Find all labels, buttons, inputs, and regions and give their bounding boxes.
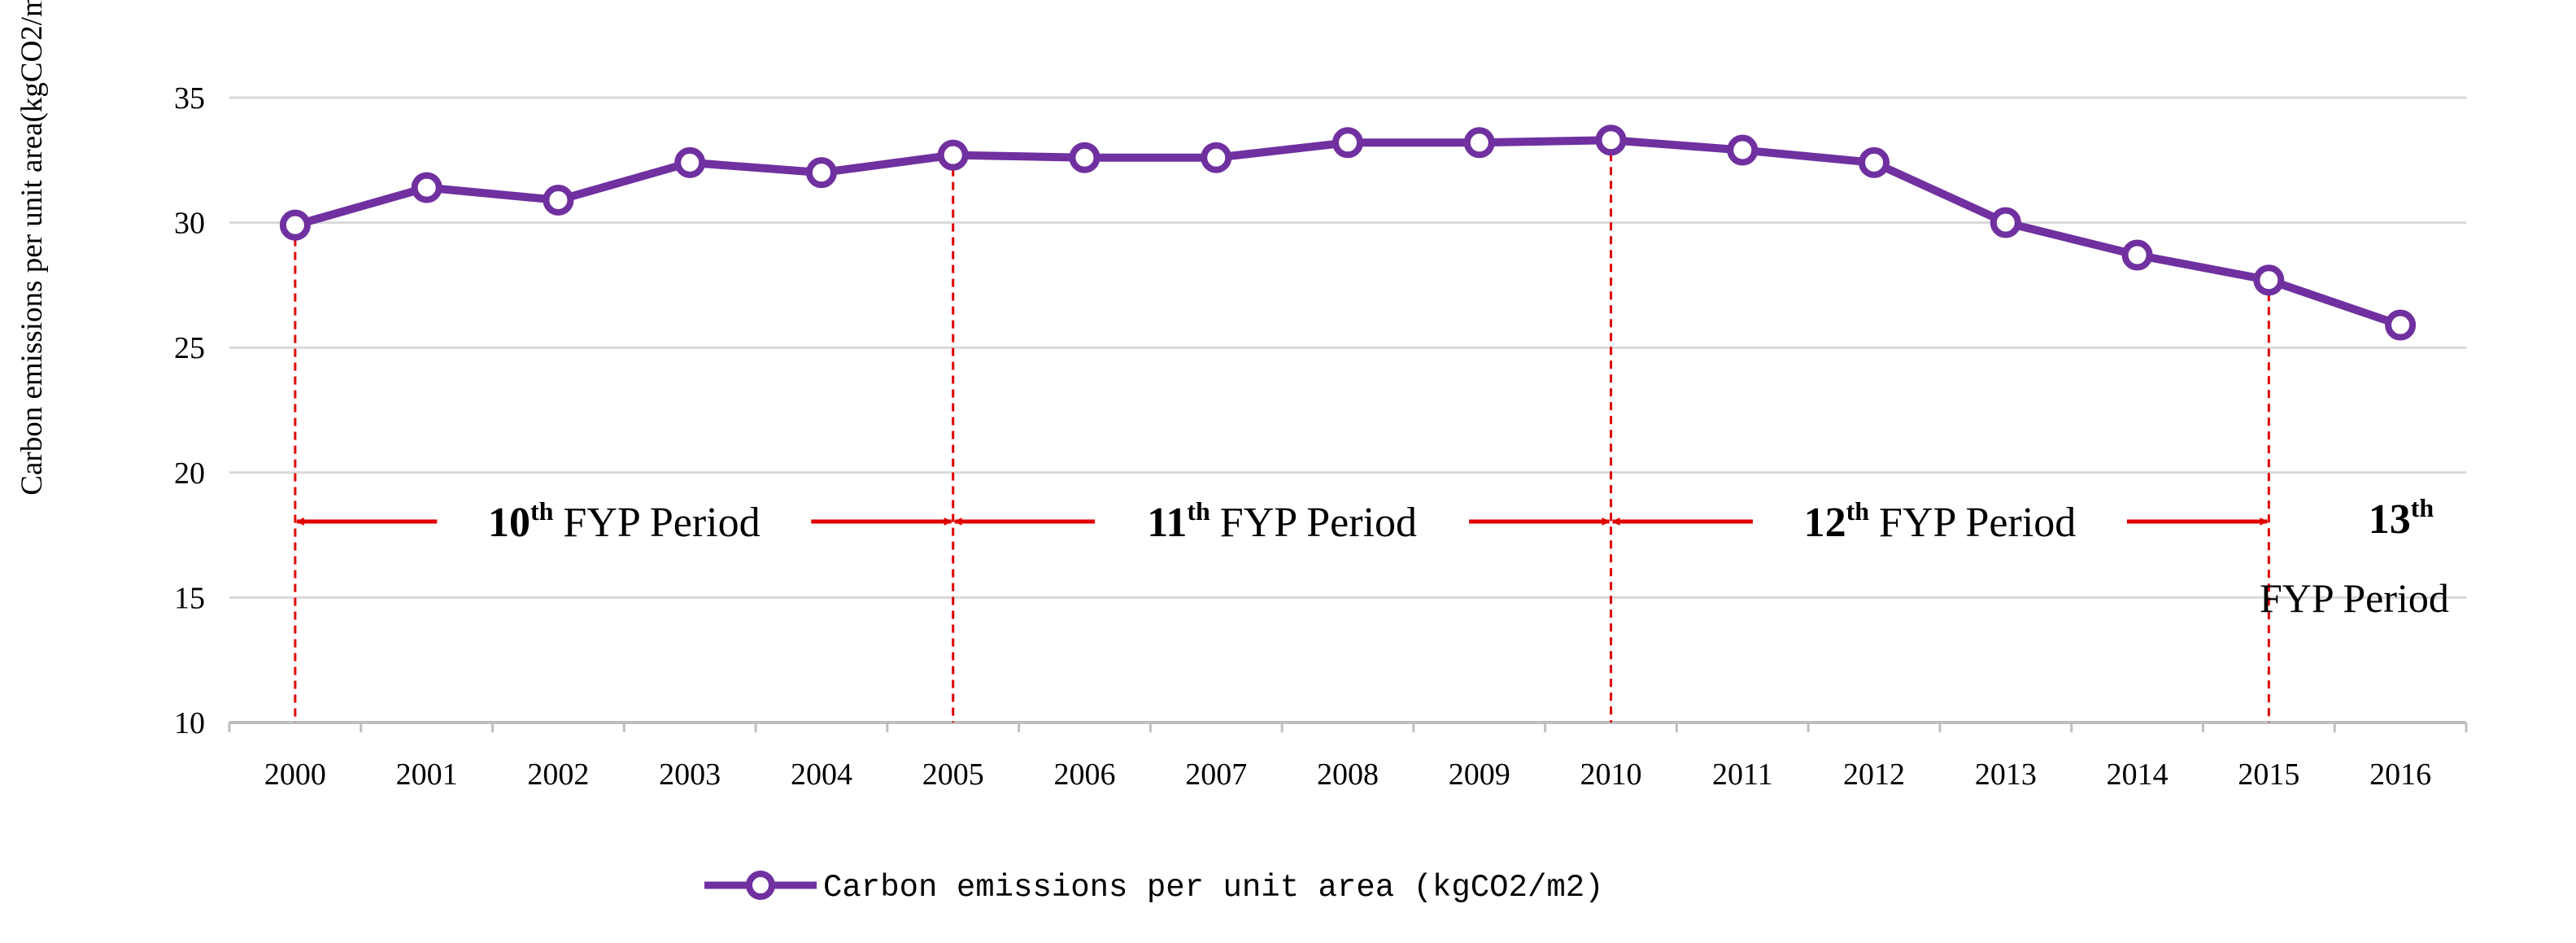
period-number: 10 — [488, 500, 530, 546]
period-label: 11th FYP Period — [1147, 496, 1417, 546]
x-tick-label: 2004 — [791, 757, 852, 792]
x-tick-label: 2016 — [2369, 757, 2431, 792]
data-point — [1990, 207, 2021, 238]
period-label: 13th — [2369, 493, 2434, 543]
period-number: 13 — [2369, 496, 2411, 543]
legend-marker-swatch — [746, 871, 775, 900]
y-tick-label: 20 — [174, 456, 205, 491]
period-suffix: th — [2411, 493, 2434, 522]
y-axis-ticks: 10 15 20 25 30 35 — [174, 81, 205, 740]
data-point — [543, 184, 574, 216]
x-tick-label: 2005 — [922, 757, 984, 792]
y-tick-label: 15 — [174, 581, 205, 615]
period-suffix: th — [530, 496, 554, 526]
period-label: 12th FYP Period — [1804, 496, 2077, 546]
x-tick-label: 2007 — [1185, 757, 1247, 792]
period-annotations: 10th FYP Period 11th FYP Period 12th FYP Peri… — [488, 493, 2449, 621]
period-text: FYP Period — [1220, 500, 1417, 546]
legend: Carbon emissions per unit area (kgCO2/m2… — [704, 870, 1604, 906]
period-text: FYP Period — [1879, 500, 2076, 546]
x-tick-label: 2011 — [1712, 757, 1773, 792]
x-tick-label: 2009 — [1449, 757, 1510, 792]
data-point — [1595, 124, 1627, 156]
period-suffix: th — [1187, 496, 1210, 526]
x-axis-ticks: 2000 2001 2002 2003 2004 2005 2006 2007 2008 2009… — [228, 723, 2468, 792]
data-point — [674, 146, 706, 178]
data-point — [805, 157, 837, 189]
period-dividers — [294, 153, 2270, 723]
y-tick-label: 25 — [174, 331, 205, 365]
period-text: FYP Period — [2260, 575, 2449, 621]
data-point — [1069, 142, 1101, 173]
x-tick-label: 2015 — [2238, 757, 2299, 792]
data-point — [1201, 142, 1232, 173]
series-markers — [279, 124, 2417, 341]
data-point — [1859, 146, 1890, 178]
y-tick-label: 30 — [174, 207, 205, 241]
series-line-path — [290, 136, 2405, 330]
data-point — [411, 172, 442, 203]
data-point — [1727, 134, 1759, 166]
x-tick-label: 2001 — [396, 757, 458, 792]
period-text: FYP Period — [563, 500, 760, 546]
data-point — [1332, 127, 1363, 159]
x-tick-label: 2003 — [659, 757, 721, 792]
legend-label: Carbon emissions per unit area (kgCO2/m2… — [823, 870, 1604, 906]
data-point — [1463, 127, 1495, 159]
x-tick-label: 2006 — [1053, 757, 1115, 792]
period-number: 11 — [1147, 500, 1187, 546]
data-point — [937, 139, 969, 171]
data-point — [279, 209, 311, 241]
x-tick-label: 2000 — [264, 757, 326, 792]
x-tick-label: 2010 — [1580, 757, 1642, 792]
y-tick-label: 10 — [174, 706, 205, 740]
x-tick-label: 2012 — [1843, 757, 1905, 792]
y-axis-label: Carbon emissions per unit area(kgCO2/m2) — [15, 0, 49, 496]
data-point — [2385, 309, 2417, 341]
period-number: 12 — [1804, 500, 1846, 546]
data-point — [2121, 239, 2153, 271]
gridlines — [229, 96, 2466, 724]
x-tick-label: 2008 — [1317, 757, 1379, 792]
period-suffix: th — [1846, 496, 1870, 526]
series-line — [290, 136, 2405, 330]
x-tick-label: 2014 — [2107, 757, 2168, 792]
data-point — [2253, 264, 2285, 296]
y-tick-label: 35 — [174, 81, 205, 116]
x-tick-label: 2013 — [1975, 757, 2037, 792]
period-label: 10th FYP Period — [488, 496, 761, 546]
x-tick-label: 2002 — [527, 757, 589, 792]
